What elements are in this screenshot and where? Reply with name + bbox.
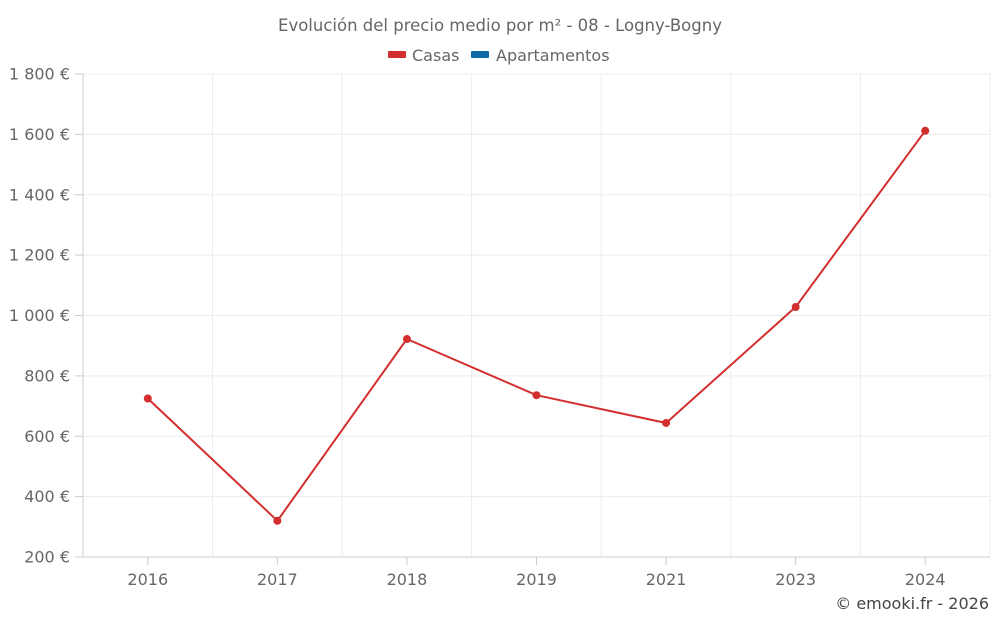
data-point-casas[interactable] <box>662 418 671 427</box>
y-tick-label: 1 400 € <box>9 185 70 204</box>
grid <box>82 73 991 557</box>
chart-title: Evolución del precio medio por m² - 08 -… <box>278 16 722 35</box>
x-tick-label: 2021 <box>646 570 687 589</box>
y-tick-label: 800 € <box>24 366 70 385</box>
credit-text: © emooki.fr - 2026 <box>835 594 989 613</box>
y-tick-label: 1 200 € <box>9 246 70 265</box>
y-tick-label: 1 600 € <box>9 125 70 144</box>
y-tick-label: 1 000 € <box>9 306 70 325</box>
x-tick-label: 2018 <box>387 570 428 589</box>
x-tick-label: 2023 <box>775 570 816 589</box>
y-tick-label: 400 € <box>24 487 70 506</box>
y-tick-label: 200 € <box>24 548 70 567</box>
legend-label-casas: Casas <box>412 46 459 65</box>
data-point-casas[interactable] <box>273 516 282 525</box>
series-casas <box>143 126 930 525</box>
x-tick-label: 2016 <box>127 570 168 589</box>
legend: Casas Apartamentos <box>388 46 610 65</box>
legend-swatch-apartamentos <box>471 51 489 58</box>
data-point-casas[interactable] <box>402 335 411 344</box>
legend-swatch-casas <box>388 51 406 58</box>
x-tick-label: 2024 <box>905 570 946 589</box>
legend-item-apartamentos[interactable]: Apartamentos <box>471 46 610 65</box>
legend-item-casas[interactable]: Casas <box>388 46 459 65</box>
data-point-casas[interactable] <box>921 126 930 135</box>
data-point-casas[interactable] <box>532 391 541 400</box>
y-tick-label: 600 € <box>24 427 70 446</box>
axes: 200 € 400 € 600 € 800 € 1 000 € 1 200 € 1 400 … <box>9 65 990 589</box>
data-point-casas[interactable] <box>791 303 800 312</box>
y-tick-label: 1 800 € <box>9 65 70 84</box>
x-tick-label: 2019 <box>516 570 557 589</box>
legend-label-apartamentos: Apartamentos <box>496 46 610 65</box>
x-tick-label: 2017 <box>257 570 298 589</box>
series-line-casas <box>147 130 927 522</box>
data-point-casas[interactable] <box>143 394 152 403</box>
